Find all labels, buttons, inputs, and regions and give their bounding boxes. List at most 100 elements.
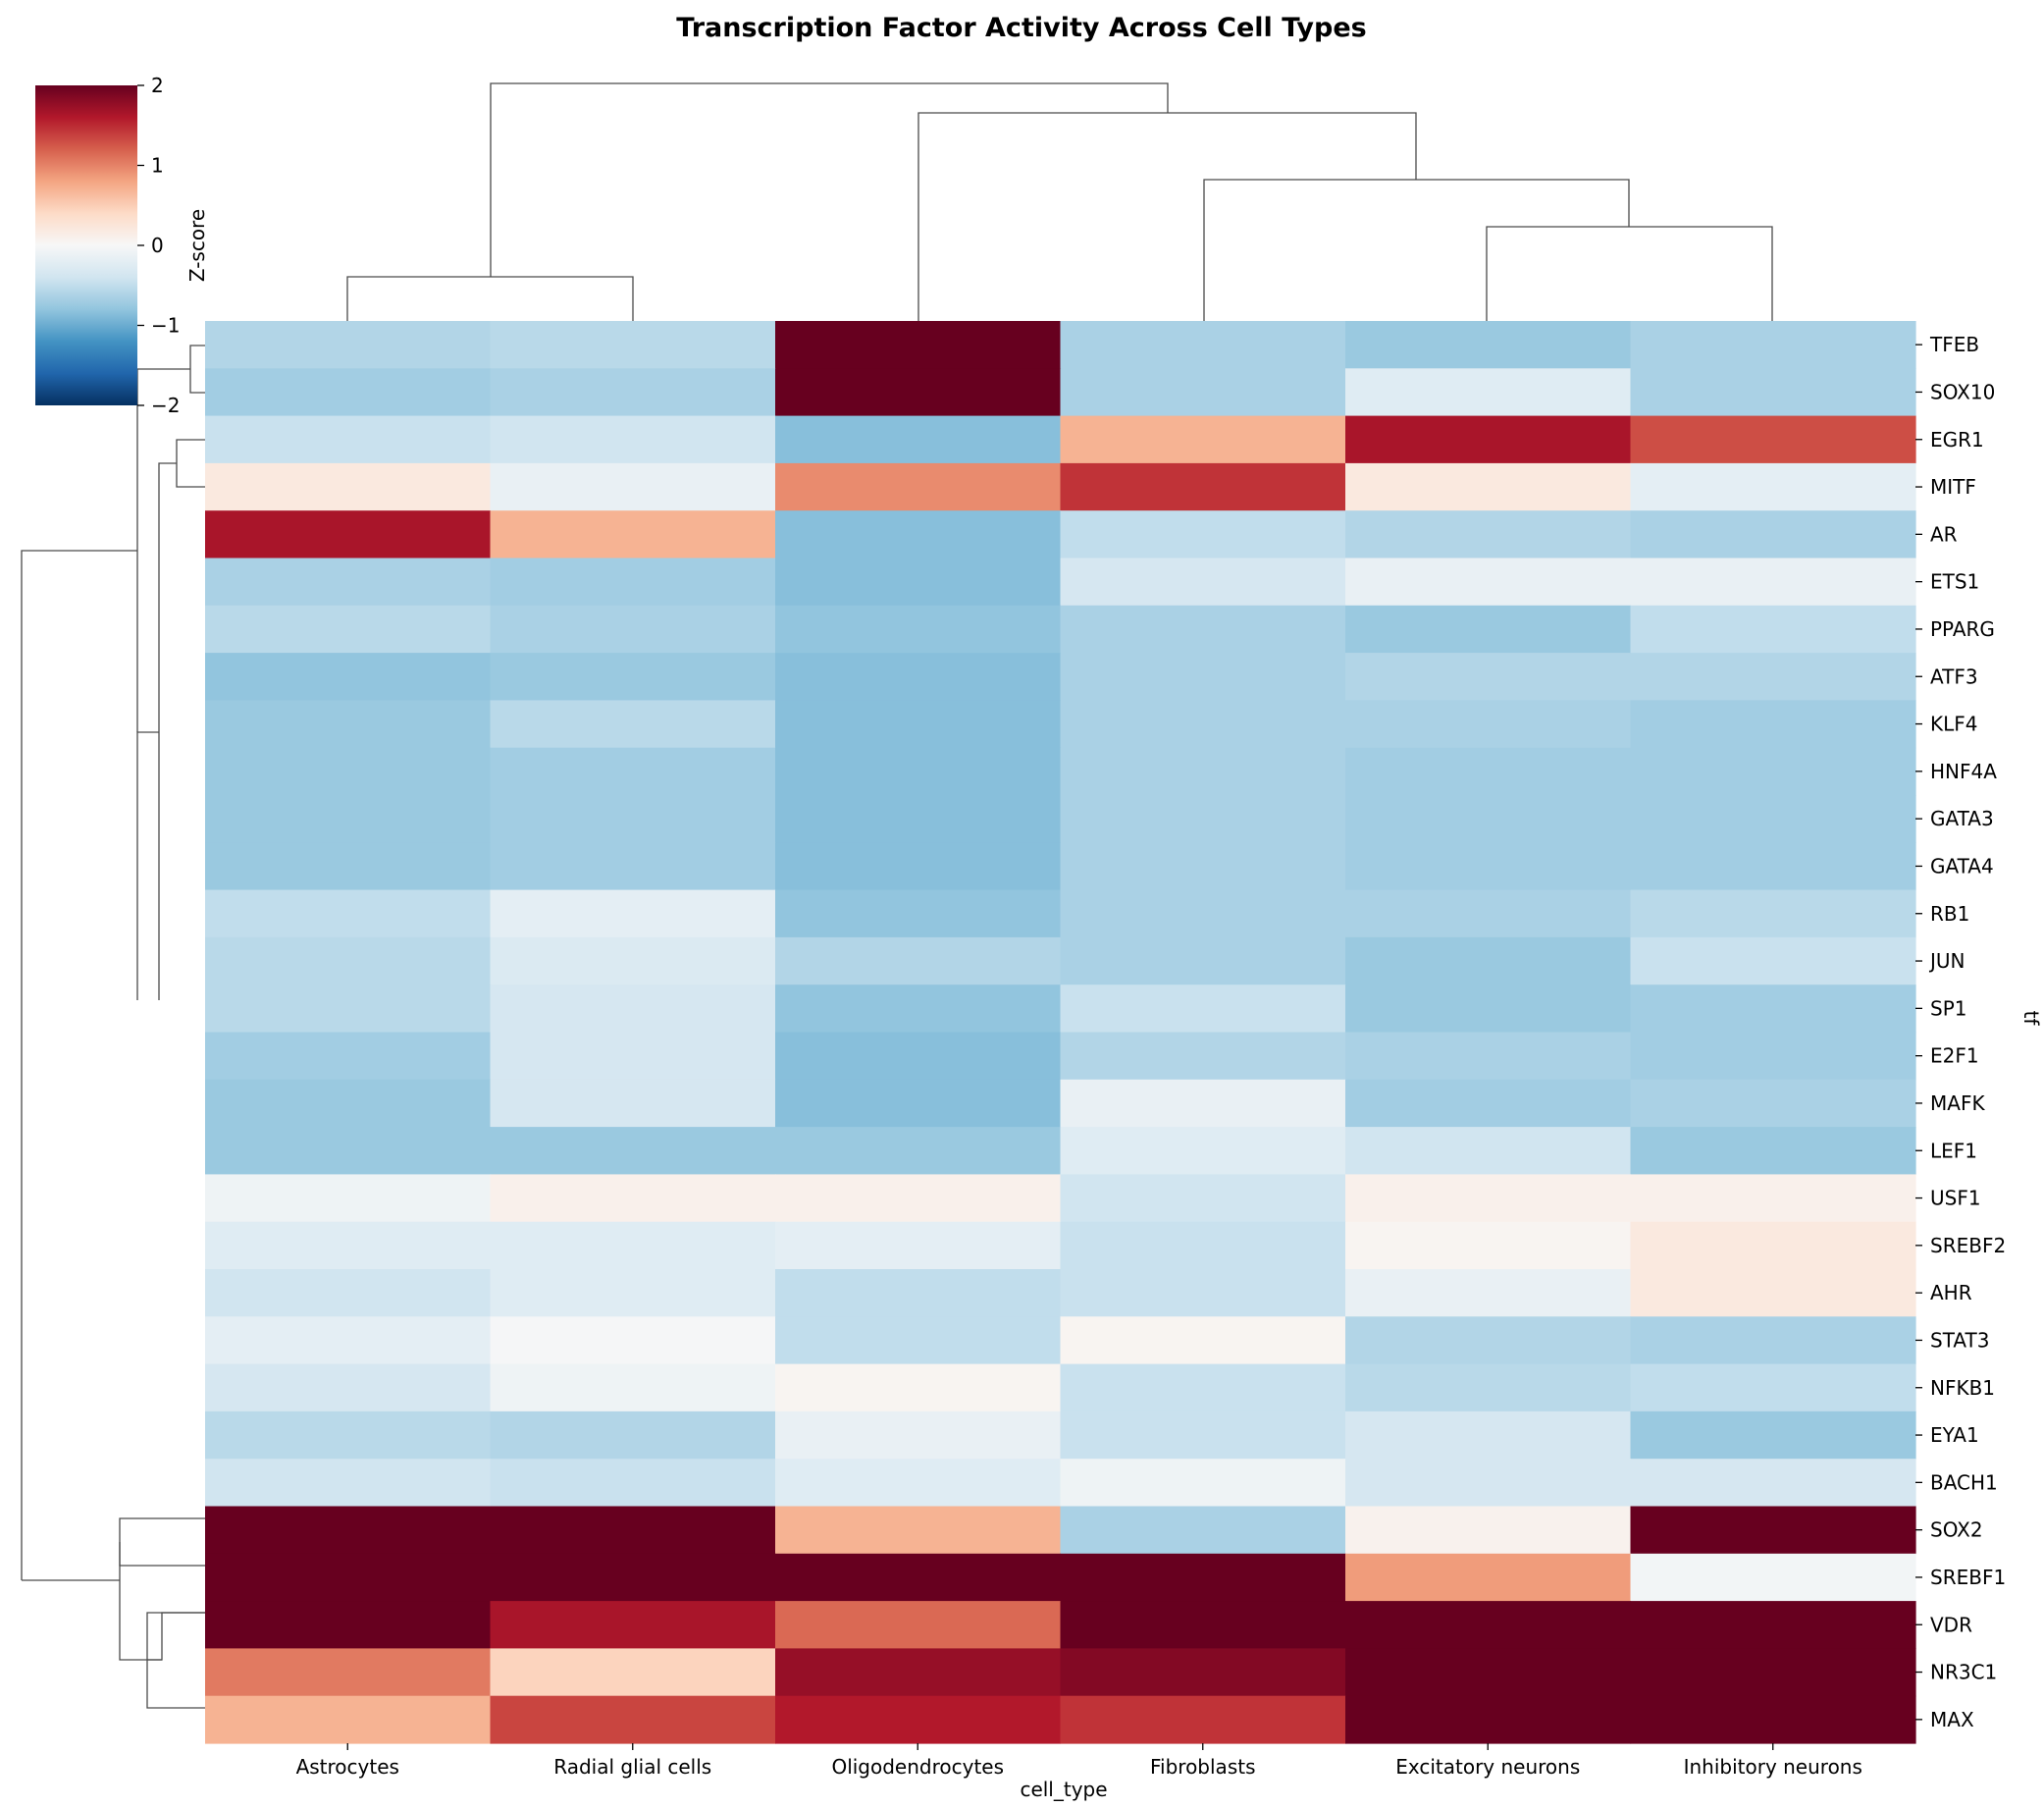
- cell-GATA4-3: [1060, 842, 1346, 891]
- cell-EGR1-0: [205, 415, 492, 464]
- y-tick-label: LEF1: [1930, 1139, 1977, 1162]
- cell-LEF1-5: [1630, 1127, 1916, 1175]
- chart-title: Transcription Factor Activity Across Cel…: [676, 13, 1366, 43]
- colorbar-tick-label: 1: [151, 154, 164, 178]
- col-link-2: [1486, 226, 1773, 321]
- cell-SREBF2-2: [775, 1221, 1062, 1270]
- cell-USF1-3: [1060, 1174, 1346, 1223]
- y-tick-label: EGR1: [1930, 428, 1984, 452]
- cell-BACH1-0: [205, 1459, 492, 1508]
- cell-HNF4A-2: [775, 747, 1062, 796]
- cell-EYA1-2: [775, 1410, 1062, 1460]
- cell-HNF4A-4: [1345, 747, 1632, 796]
- cell-MITF-5: [1630, 462, 1916, 511]
- x-tick-label: Astrocytes: [296, 1755, 399, 1779]
- cell-AHR-1: [490, 1269, 776, 1317]
- cell-ATF3-4: [1345, 653, 1632, 701]
- cell-SREBF1-1: [490, 1553, 776, 1602]
- cell-SOX2-1: [490, 1506, 776, 1555]
- cell-HNF4A-1: [490, 747, 776, 796]
- y-tick-label: MAFK: [1930, 1091, 1985, 1115]
- row-link-2: [176, 439, 205, 488]
- cell-USF1-1: [490, 1174, 776, 1223]
- colorbar-tick-label: 0: [151, 234, 164, 257]
- cell-AR-5: [1630, 510, 1916, 559]
- cell-RB1-3: [1060, 889, 1346, 938]
- colorbar-gradient: [35, 85, 137, 405]
- cell-TFEB-0: [205, 321, 492, 369]
- cell-SP1-3: [1060, 984, 1346, 1034]
- cell-VDR-4: [1345, 1601, 1632, 1649]
- col-link-5: [490, 82, 1169, 277]
- cell-EYA1-3: [1060, 1410, 1346, 1460]
- cell-STAT3-1: [490, 1316, 776, 1365]
- cell-ETS1-5: [1630, 558, 1916, 607]
- cell-NR3C1-3: [1060, 1648, 1346, 1697]
- col-link-1: [346, 276, 634, 321]
- y-tick-labels: TFEB SOX10 EGR1 MITF AR ETS1 PPARG ATF3 KLF4 HNF4…: [1915, 333, 2006, 1731]
- cell-GATA3-4: [1345, 795, 1632, 843]
- cell-MITF-2: [775, 462, 1062, 511]
- cell-PPARG-0: [205, 605, 492, 654]
- cell-PPARG-3: [1060, 605, 1346, 654]
- cell-PPARG-2: [775, 605, 1062, 654]
- row-link-5: [136, 368, 190, 732]
- y-tick-label: STAT3: [1930, 1328, 1989, 1352]
- cell-EYA1-1: [490, 1410, 776, 1460]
- cell-LEF1-4: [1345, 1127, 1632, 1175]
- cell-JUN-2: [775, 936, 1062, 985]
- cell-E2F1-5: [1630, 1032, 1916, 1081]
- cell-MAX-5: [1630, 1695, 1916, 1744]
- cell-STAT3-5: [1630, 1316, 1916, 1365]
- cell-NFKB1-4: [1345, 1363, 1632, 1412]
- y-tick-label: ETS1: [1930, 570, 1979, 594]
- cell-MAX-3: [1060, 1695, 1346, 1744]
- cell-EGR1-5: [1630, 415, 1916, 464]
- y-tick-label: KLF4: [1930, 713, 1978, 736]
- heatmap-cells: [205, 321, 1916, 1744]
- cell-LEF1-3: [1060, 1127, 1346, 1175]
- cell-E2F1-1: [490, 1032, 776, 1081]
- cell-KLF4-0: [205, 700, 492, 749]
- cell-TFEB-5: [1630, 321, 1916, 369]
- cell-ATF3-3: [1060, 653, 1346, 701]
- cell-MAFK-5: [1630, 1079, 1916, 1128]
- cell-SOX2-4: [1345, 1506, 1632, 1555]
- cell-USF1-0: [205, 1174, 492, 1223]
- cell-SOX2-0: [205, 1506, 492, 1555]
- cell-NR3C1-2: [775, 1648, 1062, 1697]
- cell-VDR-5: [1630, 1601, 1916, 1649]
- colorbar-tick-label: −1: [151, 314, 180, 338]
- cell-SREBF1-3: [1060, 1553, 1346, 1602]
- cell-SOX10-5: [1630, 368, 1916, 417]
- cell-EYA1-5: [1630, 1410, 1916, 1460]
- cell-BACH1-2: [775, 1459, 1062, 1508]
- cell-KLF4-2: [775, 700, 1062, 749]
- cell-RB1-0: [205, 889, 492, 938]
- row-link-6: [119, 1517, 205, 1567]
- cell-AR-2: [775, 510, 1062, 559]
- colorbar-label: Z-score: [185, 209, 209, 282]
- cell-SREBF2-0: [205, 1221, 492, 1270]
- cell-E2F1-4: [1345, 1032, 1632, 1081]
- cell-BACH1-3: [1060, 1459, 1346, 1508]
- cell-USF1-5: [1630, 1174, 1916, 1223]
- cell-GATA4-2: [775, 842, 1062, 891]
- y-tick-label: MITF: [1930, 475, 1976, 499]
- x-tick-labels: Astrocytes Radial glial cells Oligodendroc…: [296, 1743, 1862, 1779]
- x-tick-label: Excitatory neurons: [1395, 1755, 1580, 1779]
- y-tick-label: AHR: [1930, 1281, 1972, 1304]
- cell-TFEB-2: [775, 321, 1062, 369]
- row-link-10: [21, 550, 137, 1580]
- cell-RB1-1: [490, 889, 776, 938]
- cell-VDR-3: [1060, 1601, 1346, 1649]
- y-tick-label: USF1: [1930, 1187, 1981, 1210]
- cell-MAFK-3: [1060, 1079, 1346, 1128]
- cell-NFKB1-5: [1630, 1363, 1916, 1412]
- cell-MITF-3: [1060, 462, 1346, 511]
- cell-SOX10-3: [1060, 368, 1346, 417]
- colorbar-ticks: 2 1 0 −1 −2: [137, 74, 180, 417]
- cell-PPARG-5: [1630, 605, 1916, 654]
- cell-LEF1-0: [205, 1127, 492, 1175]
